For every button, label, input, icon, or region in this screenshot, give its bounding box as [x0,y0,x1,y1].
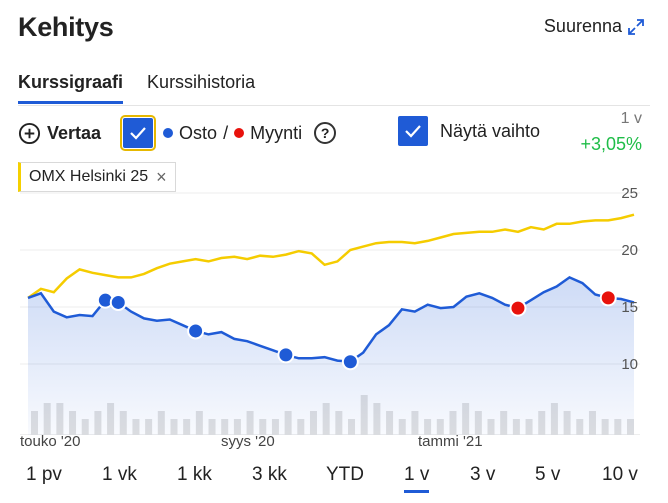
period-1y[interactable]: 1 v [404,464,430,493]
checkmark-icon [405,125,421,138]
checkmark-icon [130,127,146,140]
y-tick-label: 25 [621,185,638,202]
index-line [27,213,635,299]
tab-price-history[interactable]: Kurssihistoria [147,72,256,92]
x-tick-label: tammi '21 [418,433,483,450]
x-tick-label: touko '20 [20,433,81,450]
show-change-checkbox[interactable] [398,116,428,146]
buy-sell-checkbox[interactable] [120,115,157,151]
period-3m[interactable]: 3 kk [252,464,287,485]
stock-line [27,275,635,363]
comparison-chip: OMX Helsinki 25 × [18,162,176,192]
y-tick-label: 15 [621,299,638,316]
period-5y[interactable]: 5 v [535,464,561,485]
close-icon[interactable]: × [156,167,167,187]
buy-sell-legend: Osto / Myynti ? [163,122,337,144]
x-tick-label: syys '20 [221,433,275,450]
tab-price-chart[interactable]: Kurssigraafi [18,72,124,104]
expand-label: Suurenna [543,16,622,36]
y-tick-label: 20 [621,242,638,259]
sell-marker[interactable] [509,299,527,317]
compare-label: Vertaa [47,122,102,143]
y-tick-label: 10 [621,356,638,373]
period-1w[interactable]: 1 vk [102,464,137,485]
page-title: Kehitys [18,12,114,42]
sell-marker[interactable] [599,289,617,307]
expand-arrows-icon [628,18,644,35]
compare-button[interactable]: Vertaa [18,122,101,145]
buy-marker[interactable] [341,353,359,371]
add-circle-icon [18,122,41,144]
tab-divider [18,105,650,106]
buy-dot-icon [163,128,174,138]
comparison-chip-label: OMX Helsinki 25 [29,168,149,185]
period-1d[interactable]: 1 pv [26,464,62,485]
buy-marker[interactable] [277,346,295,364]
buy-marker[interactable] [187,322,205,340]
period-ytd[interactable]: YTD [326,464,364,485]
expand-button[interactable]: Suurenna [544,16,646,37]
legend-separator: / [223,122,229,143]
period-3y[interactable]: 3 v [470,464,496,485]
show-change-label: Näytä vaihto [440,120,541,141]
selected-period-label: 1 v [620,110,642,127]
price-chart[interactable]: 25 20 15 10 [0,180,668,435]
period-10y[interactable]: 10 v [602,464,638,485]
chart-controls: Vertaa Osto / Myynti ? [18,115,337,151]
change-percent: +3,05% [580,134,642,154]
help-icon[interactable]: ? [314,122,337,144]
tab-bar: Kurssigraafi Kurssihistoria [18,72,255,104]
period-1m[interactable]: 1 kk [177,464,212,485]
stock-area [28,277,634,435]
buy-marker[interactable] [109,293,127,311]
sell-dot-icon [234,128,245,138]
sell-label: Myynti [250,122,303,143]
show-change-toggle[interactable]: Näytä vaihto [398,116,540,146]
buy-label: Osto [179,122,218,143]
